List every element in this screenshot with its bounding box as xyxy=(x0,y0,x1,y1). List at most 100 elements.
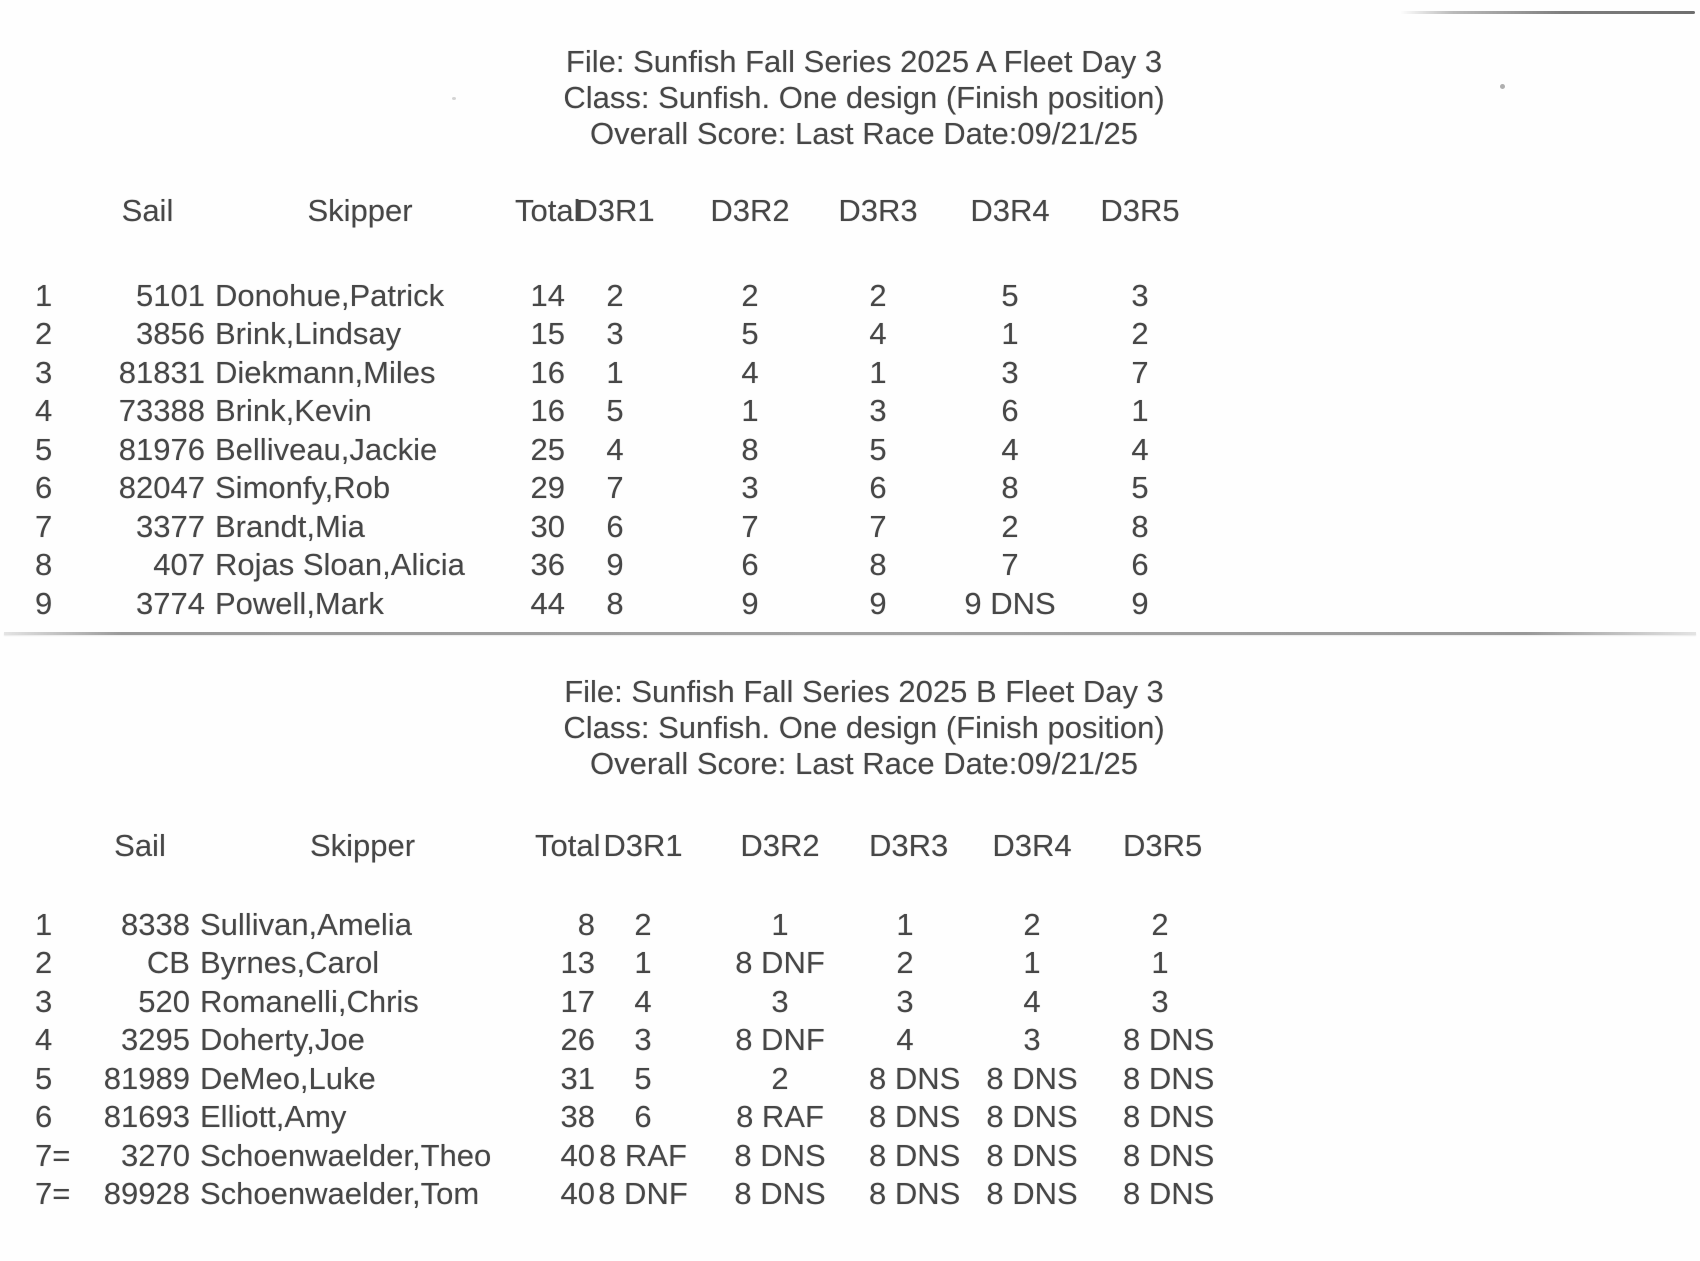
race-cell: 1 xyxy=(634,945,652,980)
table-row: 7= 3270 Schoenwaelder,Theo 40 8 RAF 8 DNS 8 DN… xyxy=(35,1137,1214,1176)
race-cell: 8 DNS xyxy=(986,1137,1078,1173)
rank-cell: 3 xyxy=(35,354,53,390)
col-sail: Sail xyxy=(121,193,174,228)
rank-cell: 7= xyxy=(35,1137,71,1173)
file-line: File: Sunfish Fall Series 2025 B Fleet D… xyxy=(564,674,1164,709)
race-cell: 3 xyxy=(1001,354,1019,390)
sail-cell: 89928 xyxy=(103,1176,190,1211)
race-cell: 8 DNF xyxy=(735,1022,825,1057)
table-row: 9 3774 Powell,Mark 44 8 9 9 9 DNS 9 xyxy=(35,585,1181,624)
race-cell: 2 xyxy=(1131,316,1149,351)
race-cell: 6 xyxy=(606,508,624,544)
race-cell: 8 xyxy=(1131,508,1149,544)
race-cell: 9 xyxy=(1131,585,1149,621)
race-cell: 5 xyxy=(606,393,624,428)
race-cell: 6 xyxy=(869,470,887,505)
table-row: 2 CB Byrnes,Carol 13 1 8 DNF 2 1 1 xyxy=(35,944,1197,983)
race-cell: 1 xyxy=(741,393,759,428)
total-cell: 36 xyxy=(530,547,565,582)
race-cell: 8 RAF xyxy=(736,1099,824,1134)
total-cell: 14 xyxy=(530,277,565,313)
rank-cell: 7 xyxy=(35,508,53,544)
skipper-cell: Schoenwaelder,Tom xyxy=(200,1176,480,1211)
sail-cell: 81976 xyxy=(118,431,205,467)
race-cell: 9 xyxy=(606,547,624,582)
race-cell: 7 xyxy=(741,508,759,544)
race-cell: 4 xyxy=(1131,431,1149,467)
race-cell: 8 xyxy=(869,547,887,582)
race-cell: 2 xyxy=(634,906,652,942)
race-cell: 8 DNS xyxy=(869,1060,961,1096)
rank-cell: 2 xyxy=(35,316,53,351)
skipper-cell: DeMeo,Luke xyxy=(200,1060,376,1096)
race-cell: 5 xyxy=(869,431,887,467)
race-cell: 8 DNS xyxy=(734,1176,826,1211)
race-cell: 1 xyxy=(771,906,789,942)
race-cell: 4 xyxy=(1023,983,1041,1019)
race-cell: 3 xyxy=(869,393,887,428)
race-cell: 5 xyxy=(1131,470,1149,505)
rank-cell: 6 xyxy=(35,470,53,505)
race-cell: 1 xyxy=(869,354,887,390)
total-cell: 44 xyxy=(530,585,565,621)
race-cell: 3 xyxy=(741,470,759,505)
rank-cell: 1 xyxy=(35,277,53,313)
rank-cell: 8 xyxy=(35,547,53,582)
rank-cell: 5 xyxy=(35,1060,53,1096)
doc-header-b: File: Sunfish Fall Series 2025 B Fleet D… xyxy=(0,674,1700,782)
skipper-cell: Doherty,Joe xyxy=(200,1022,365,1057)
score-line: Overall Score: Last Race Date:09/21/25 xyxy=(590,746,1138,781)
race-cell: 7 xyxy=(1131,354,1149,390)
sail-cell: 5101 xyxy=(136,277,205,313)
table-row: 4 3295 Doherty,Joe 26 3 8 DNF 4 3 8 DNS xyxy=(35,1021,1215,1060)
total-cell: 16 xyxy=(530,354,565,390)
doc-header-a: File: Sunfish Fall Series 2025 A Fleet D… xyxy=(0,44,1700,152)
skipper-cell: Donohue,Patrick xyxy=(215,277,445,313)
table-header-row: Sail Skipper Total D3R1 D3R2 D3R3 D3R4 D… xyxy=(35,192,1181,231)
col-race-d3r1: D3R1 xyxy=(603,828,683,863)
race-cell: 1 xyxy=(1001,316,1019,351)
race-cell: 3 xyxy=(1023,1022,1041,1057)
sail-cell: 8338 xyxy=(121,906,190,942)
table-row: 6 81693 Elliott,Amy 38 6 8 RAF 8 DNS 8 DNS 8 DNS xyxy=(35,1098,1215,1137)
scan-artifact-line xyxy=(1400,11,1695,14)
race-cell: 2 xyxy=(606,277,624,313)
total-cell: 29 xyxy=(530,470,565,505)
col-race-d3r3: D3R3 xyxy=(869,828,949,863)
race-cell: 8 xyxy=(741,431,759,467)
race-cell: 8 DNS xyxy=(1123,1022,1215,1057)
race-cell: 6 xyxy=(634,1099,652,1134)
table-row: 5 81989 DeMeo,Luke 31 5 2 8 DNS 8 DNS 8 DNS xyxy=(35,1060,1214,1099)
total-cell: 40 xyxy=(560,1176,595,1211)
race-cell: 4 xyxy=(896,1022,914,1057)
table-row: 4 73388 Brink,Kevin 16 5 1 3 6 1 xyxy=(35,392,1181,431)
race-cell: 4 xyxy=(1001,431,1019,467)
race-cell: 1 xyxy=(606,354,624,390)
total-cell: 25 xyxy=(530,431,565,467)
race-cell: 9 xyxy=(741,585,759,621)
table-row: 8 407 Rojas Sloan,Alicia 36 9 6 8 7 6 xyxy=(35,546,1181,585)
table-row: 3 520 Romanelli,Chris 17 4 3 3 4 3 xyxy=(35,983,1197,1022)
total-cell: 38 xyxy=(560,1099,595,1134)
total-cell: 17 xyxy=(560,983,595,1019)
race-cell: 2 xyxy=(869,277,887,313)
race-cell: 8 DNS xyxy=(986,1099,1078,1134)
race-cell: 2 xyxy=(896,945,914,980)
skipper-cell: Brink,Kevin xyxy=(215,393,372,428)
total-cell: 30 xyxy=(530,508,565,544)
total-cell: 8 xyxy=(577,906,595,942)
col-race-d3r2: D3R2 xyxy=(740,828,820,863)
rank-cell: 3 xyxy=(35,983,53,1019)
race-cell: 3 xyxy=(896,983,914,1019)
col-skipper: Skipper xyxy=(307,193,413,228)
section-divider-line xyxy=(4,632,1696,635)
rank-cell: 9 xyxy=(35,585,53,621)
class-line: Class: Sunfish. One design (Finish posit… xyxy=(563,80,1165,115)
race-cell: 8 DNS xyxy=(1123,1099,1215,1134)
rank-cell: 5 xyxy=(35,431,53,467)
results-table-b: Sail Skipper Total D3R1 D3R2 D3R3 D3R4 D… xyxy=(35,827,1215,1214)
skipper-cell: Brink,Lindsay xyxy=(215,316,402,351)
race-cell: 3 xyxy=(1131,277,1149,313)
col-race-d3r4: D3R4 xyxy=(970,193,1050,228)
